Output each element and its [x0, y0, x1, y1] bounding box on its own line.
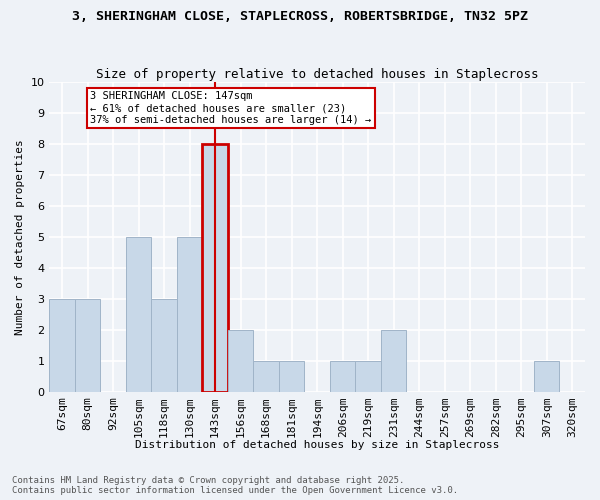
Bar	[202, 144, 228, 392]
Bar	[228, 330, 253, 392]
Y-axis label: Number of detached properties: Number of detached properties	[15, 139, 25, 335]
Title: Size of property relative to detached houses in Staplecross: Size of property relative to detached ho…	[96, 68, 538, 81]
Bar	[75, 299, 100, 392]
Text: 3 SHERINGHAM CLOSE: 147sqm
← 61% of detached houses are smaller (23)
37% of semi: 3 SHERINGHAM CLOSE: 147sqm ← 61% of deta…	[90, 92, 371, 124]
Bar	[49, 299, 75, 392]
Text: Contains HM Land Registry data © Crown copyright and database right 2025.
Contai: Contains HM Land Registry data © Crown c…	[12, 476, 458, 495]
Bar	[534, 361, 559, 392]
Bar	[177, 237, 202, 392]
Bar	[279, 361, 304, 392]
X-axis label: Distribution of detached houses by size in Staplecross: Distribution of detached houses by size …	[135, 440, 499, 450]
Text: 3, SHERINGHAM CLOSE, STAPLECROSS, ROBERTSBRIDGE, TN32 5PZ: 3, SHERINGHAM CLOSE, STAPLECROSS, ROBERT…	[72, 10, 528, 23]
Bar	[126, 237, 151, 392]
Bar	[253, 361, 279, 392]
Bar	[381, 330, 406, 392]
Bar	[151, 299, 177, 392]
Bar	[355, 361, 381, 392]
Bar	[330, 361, 355, 392]
